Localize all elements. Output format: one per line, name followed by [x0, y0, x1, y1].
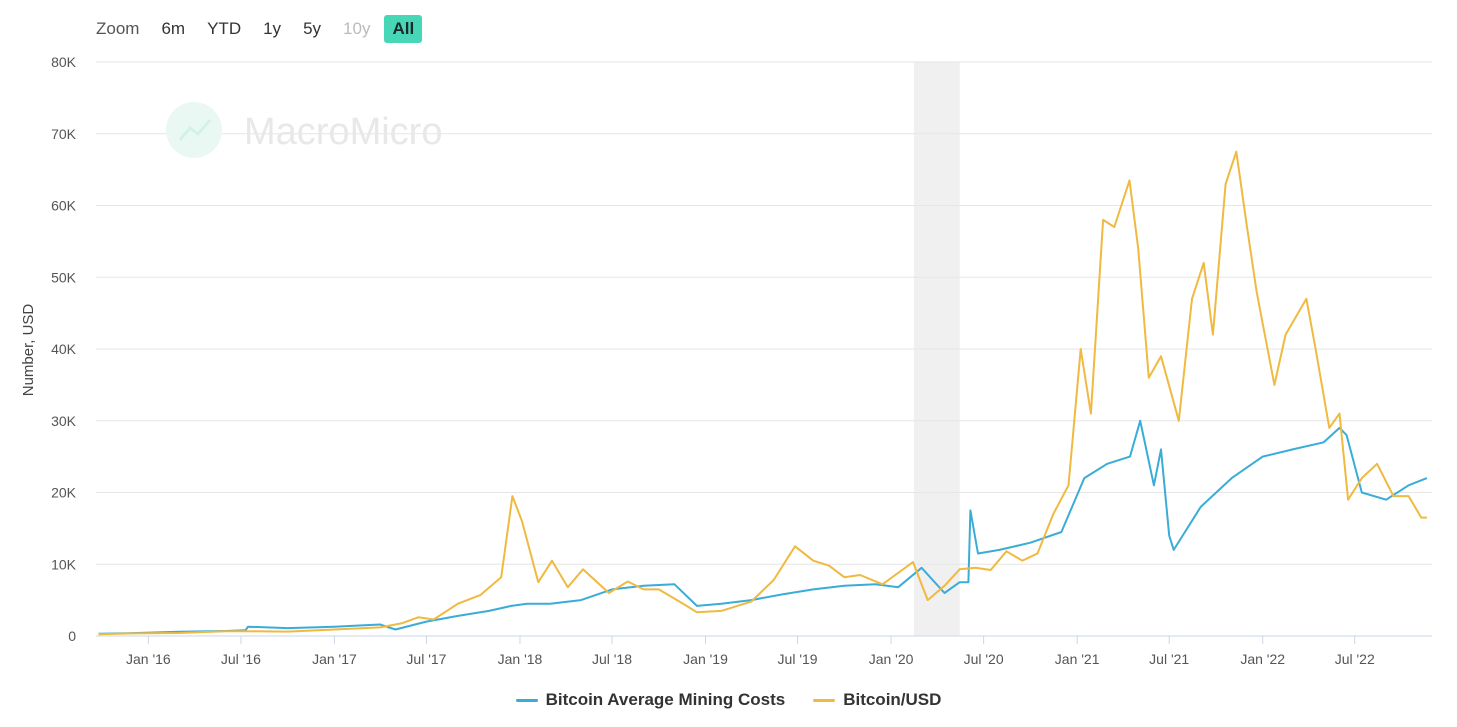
- legend-swatch-bitcoin-usd: [813, 698, 836, 702]
- x-tick-label: Jul '18: [592, 651, 632, 667]
- zoom-label: Zoom: [96, 19, 140, 38]
- y-axis-title: Number, USD: [20, 304, 37, 397]
- x-tick-label: Jan '16: [126, 651, 171, 667]
- zoom-selector: Zoom 6m YTD 1y 5y 10y All: [96, 14, 428, 44]
- x-tick-label: Jan '22: [1240, 651, 1285, 667]
- y-tick-label: 20K: [51, 485, 77, 501]
- x-tick-label: Jul '22: [1335, 651, 1375, 667]
- x-tick-label: Jan '21: [1055, 651, 1100, 667]
- series-layer: [98, 150, 1428, 636]
- x-tick-label: Jul '20: [964, 651, 1004, 667]
- y-tick-label: 70K: [51, 126, 77, 142]
- x-tick-label: Jul '17: [406, 651, 446, 667]
- zoom-5y-button[interactable]: 5y: [303, 19, 322, 38]
- x-tick-label: Jan '20: [869, 651, 914, 667]
- watermark: MacroMicro: [166, 102, 442, 158]
- x-tick-label: Jan '19: [683, 651, 728, 667]
- x-tick-label: Jul '16: [221, 651, 261, 667]
- series-line-mining-costs: [98, 419, 1428, 635]
- axis-layer: 0 10K 20K 30K 40K 50K 60K 70K 80K Jan '16 Jul '16 J…: [51, 54, 1375, 667]
- x-tick-label: Jan '17: [312, 651, 357, 667]
- legend: Bitcoin Average Mining Costs Bitcoin/USD: [0, 690, 1457, 710]
- x-tick-label: Jul '21: [1149, 651, 1189, 667]
- y-tick-label: 30K: [51, 413, 77, 429]
- watermark-trend-line: [178, 119, 212, 141]
- y-tick-label: 0: [68, 628, 76, 644]
- watermark-text: MacroMicro: [244, 111, 442, 153]
- legend-label-bitcoin-usd: Bitcoin/USD: [843, 690, 942, 709]
- y-tick-label: 50K: [51, 269, 77, 285]
- y-tick-label: 40K: [51, 341, 77, 357]
- legend-label-mining-costs: Bitcoin Average Mining Costs: [545, 690, 786, 709]
- y-tick-label: 80K: [51, 54, 77, 70]
- x-tick-label: Jan '18: [498, 651, 543, 667]
- x-tick-label: Jul '19: [778, 651, 818, 667]
- series-line-bitcoin-usd: [98, 150, 1427, 636]
- zoom-all-button[interactable]: All: [384, 15, 423, 43]
- legend-swatch-mining-costs: [515, 698, 538, 702]
- y-tick-label: 60K: [51, 198, 77, 214]
- zoom-6m-button[interactable]: 6m: [161, 19, 186, 38]
- legend-item-mining-costs[interactable]: Bitcoin Average Mining Costs: [515, 690, 786, 710]
- zoom-10y-button: 10y: [343, 19, 371, 38]
- legend-item-bitcoin-usd[interactable]: Bitcoin/USD: [813, 690, 941, 710]
- zoom-ytd-button[interactable]: YTD: [207, 19, 242, 38]
- grid-layer: [96, 61, 1432, 637]
- y-tick-label: 10K: [51, 556, 77, 572]
- zoom-1y-button[interactable]: 1y: [263, 19, 282, 38]
